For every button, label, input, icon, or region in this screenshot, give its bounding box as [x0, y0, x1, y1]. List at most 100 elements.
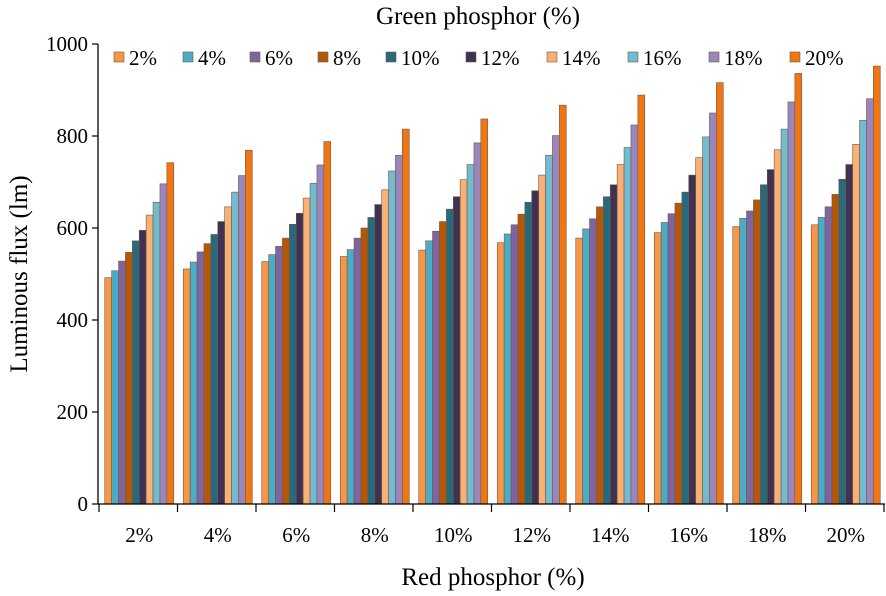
- x-tick-label: 4%: [204, 523, 232, 547]
- bar: [289, 224, 297, 505]
- bar: [538, 174, 546, 505]
- x-tick-label: 8%: [361, 523, 389, 547]
- bar: [845, 164, 853, 505]
- legend-swatch: [317, 51, 329, 63]
- legend-item: 8%: [317, 46, 361, 70]
- x-tick-label: 2%: [125, 523, 153, 547]
- legend-label: 12%: [481, 46, 520, 70]
- bar: [709, 112, 717, 505]
- bar: [152, 201, 161, 505]
- bar: [224, 206, 232, 505]
- legend-swatch: [708, 51, 720, 63]
- bar: [125, 252, 133, 505]
- x-tick-label: 10%: [434, 523, 473, 547]
- bar: [517, 213, 526, 505]
- bar: [616, 164, 625, 505]
- bar: [852, 143, 860, 505]
- bar: [388, 170, 396, 505]
- legend-label: 14%: [562, 46, 601, 70]
- bar: [653, 232, 662, 505]
- bar: [824, 206, 833, 505]
- bar: [695, 157, 703, 505]
- bar: [217, 221, 225, 505]
- bar: [402, 128, 410, 505]
- bar: [210, 234, 219, 505]
- legend: 2% 4% 6% 8% 10% 12% 14% 16% 18% 20%: [113, 46, 844, 70]
- y-tick-label: 0: [78, 492, 89, 516]
- bar: [238, 175, 246, 505]
- legend-item: 18%: [708, 46, 763, 70]
- bar: [589, 218, 597, 505]
- legend-item: 4%: [182, 46, 226, 70]
- bar: [596, 206, 604, 505]
- bar: [339, 256, 348, 505]
- bar: [817, 217, 826, 505]
- bar: [859, 120, 867, 505]
- bar: [282, 237, 290, 505]
- bar: [787, 101, 796, 505]
- bar: [196, 251, 205, 505]
- bar: [766, 169, 775, 505]
- bar: [132, 240, 140, 505]
- legend-swatch: [249, 51, 261, 63]
- x-tick-label: 12%: [513, 523, 552, 547]
- bar: [681, 191, 690, 505]
- legend-swatch: [789, 51, 801, 63]
- bar: [145, 214, 154, 505]
- bar: [667, 213, 676, 505]
- legend-swatch: [627, 51, 639, 63]
- bar: [245, 149, 253, 505]
- x-tick-label: 20%: [827, 523, 866, 547]
- bar: [623, 147, 632, 505]
- legend-label: 2%: [129, 46, 157, 70]
- bar: [231, 191, 239, 505]
- bar: [374, 204, 382, 505]
- legend-label: 18%: [724, 46, 763, 70]
- x-tick-label: 14%: [591, 523, 630, 547]
- y-tick-label: 600: [57, 216, 89, 240]
- legend-label: 16%: [643, 46, 682, 70]
- bar: [323, 141, 332, 505]
- bar: [439, 221, 447, 505]
- bar: [425, 240, 433, 505]
- bar: [780, 128, 789, 505]
- x-tick-label: 18%: [748, 523, 787, 547]
- bar: [838, 178, 847, 505]
- bar: [630, 124, 639, 505]
- bar: [609, 184, 618, 505]
- bar: [203, 243, 212, 505]
- bar: [524, 201, 533, 505]
- bar: [873, 65, 881, 505]
- bar: [118, 260, 126, 505]
- bar: [545, 155, 553, 505]
- bar: [182, 268, 191, 505]
- bar: [466, 164, 475, 505]
- bar: [418, 249, 426, 505]
- legend-item: 6%: [249, 46, 293, 70]
- y-tick-label: 800: [57, 124, 89, 148]
- chart-title: Green phosphor (%): [376, 3, 580, 30]
- bar: [111, 270, 119, 505]
- bar: [582, 228, 590, 505]
- y-tick-label: 200: [57, 400, 89, 424]
- legend-item: 12%: [465, 46, 520, 70]
- legend-swatch: [465, 51, 477, 63]
- legend-item: 2%: [113, 46, 157, 70]
- bar: [531, 190, 539, 505]
- x-axis-label: Red phosphor (%): [401, 564, 584, 591]
- legend-swatch: [385, 51, 397, 63]
- bar: [503, 233, 512, 505]
- bar: [316, 164, 325, 505]
- legend-label: 4%: [198, 46, 226, 70]
- bar: [496, 242, 505, 505]
- bar: [104, 277, 112, 505]
- legend-item: 14%: [546, 46, 601, 70]
- bar: [753, 199, 761, 505]
- legend-swatch: [113, 51, 125, 63]
- y-tick-label: 400: [57, 308, 89, 332]
- bar: [166, 162, 175, 505]
- bar: [275, 246, 283, 505]
- legend-item: 20%: [789, 46, 844, 70]
- bar: [159, 183, 168, 505]
- bar: [432, 230, 440, 505]
